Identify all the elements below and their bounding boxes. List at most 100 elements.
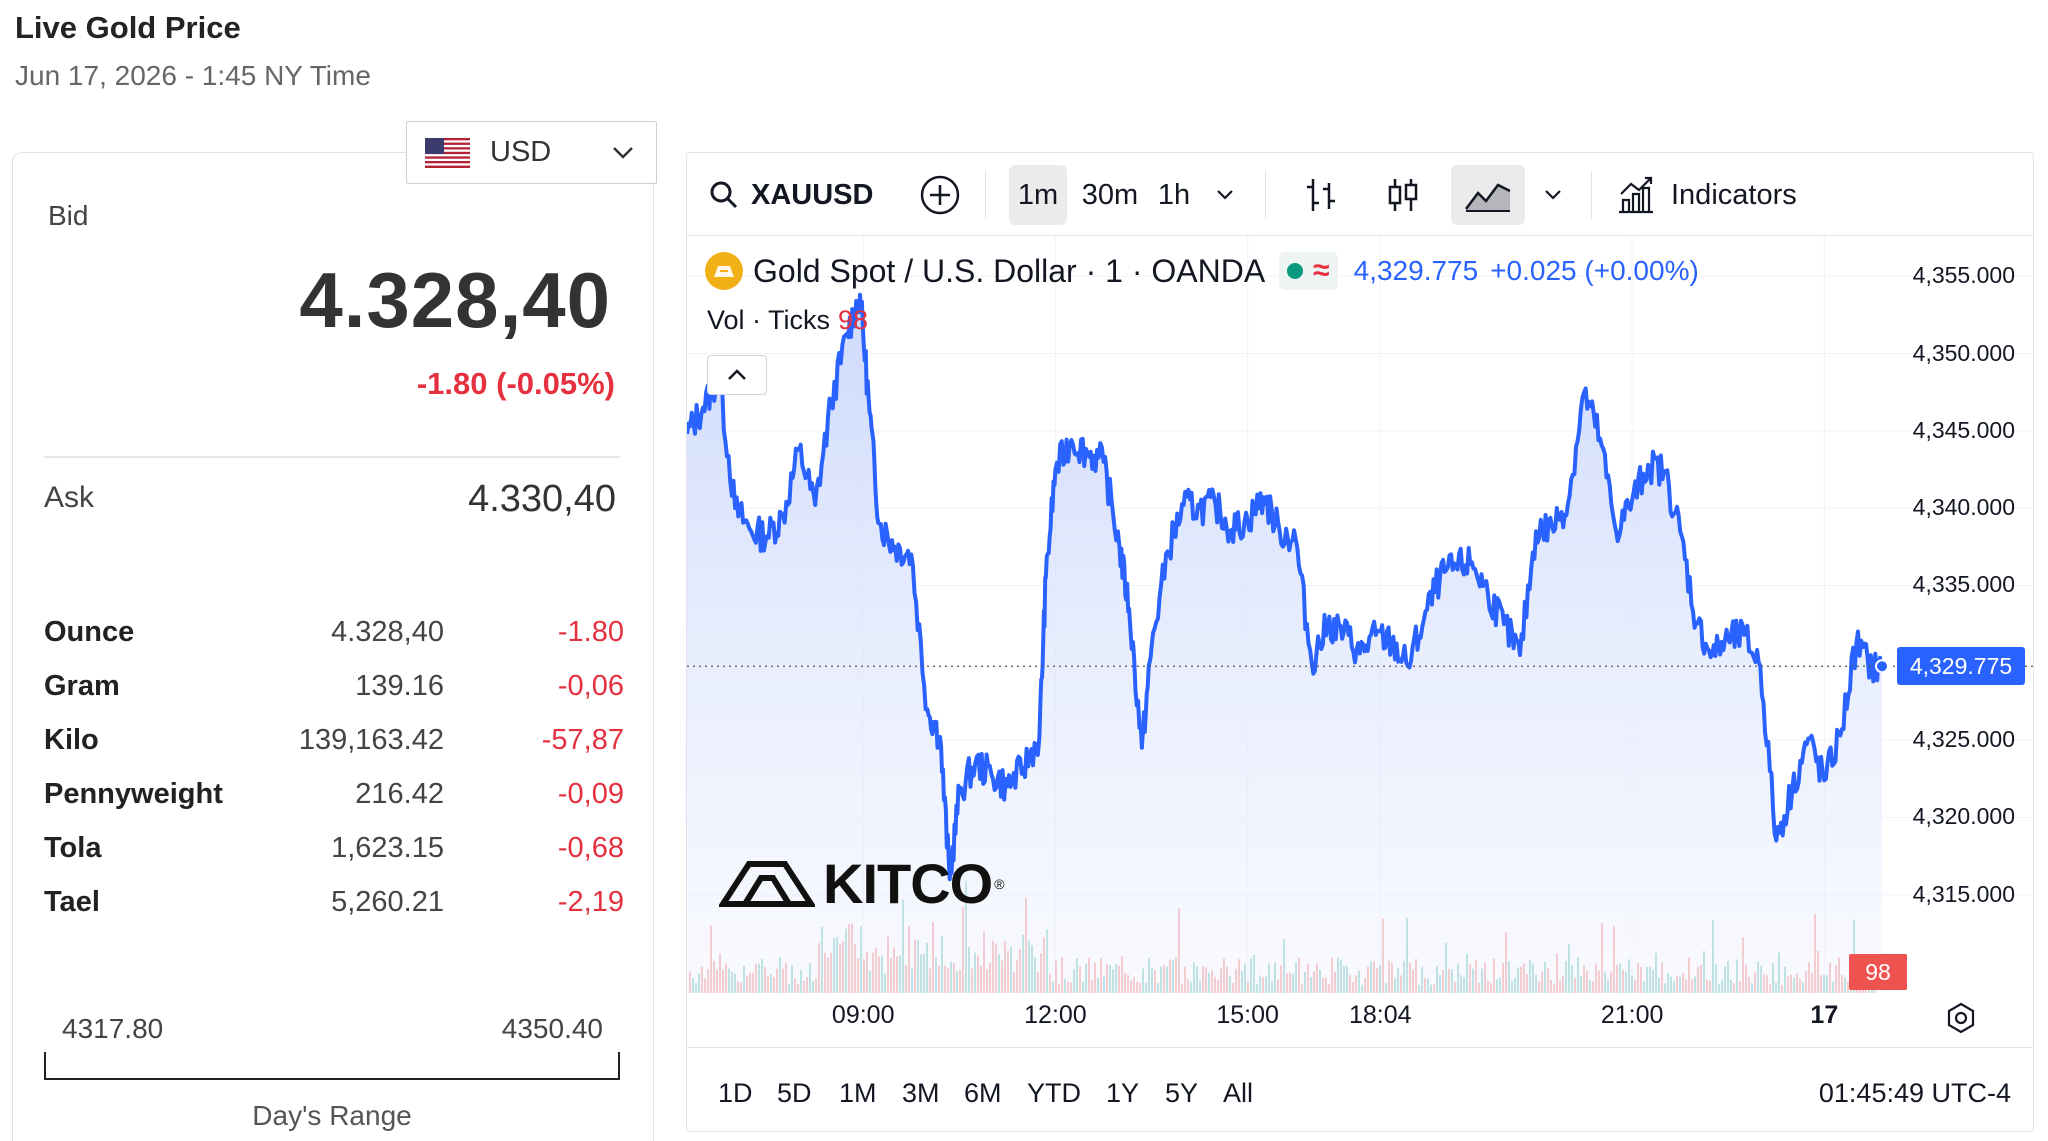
unit-name: Gram bbox=[44, 670, 120, 702]
chevron-up-icon bbox=[728, 369, 746, 380]
volume-value: 98 bbox=[838, 305, 869, 335]
unit-row-tola: Tola 1,623.15 -0,68 bbox=[44, 826, 624, 880]
volume-legend: Vol · Ticks 98 bbox=[707, 305, 868, 336]
kitco-wordmark: KITCO bbox=[823, 852, 993, 915]
indicators-label: Indicators bbox=[1671, 178, 1797, 211]
range-1y-button[interactable]: 1Y bbox=[1106, 1078, 1140, 1108]
market-status-pill: ≈ bbox=[1279, 252, 1338, 290]
time-axis-label: 21:00 bbox=[1600, 1001, 1664, 1029]
range-1m-button[interactable]: 1M bbox=[839, 1078, 877, 1108]
interval-1m[interactable]: 1m bbox=[1009, 165, 1067, 225]
price-scale-label: 4,335.000 bbox=[1912, 571, 2015, 598]
unit-change: -2,19 bbox=[557, 886, 624, 918]
price-area-fill bbox=[687, 294, 1882, 993]
unit-name: Tael bbox=[44, 886, 100, 918]
time-axis-label: 17 bbox=[1810, 1001, 1839, 1029]
data-delay-icon: ≈ bbox=[1313, 254, 1330, 287]
unit-price: 139,163.42 bbox=[298, 724, 444, 756]
chart-settings-button[interactable] bbox=[1944, 1001, 1978, 1040]
compare-symbol-button[interactable] bbox=[915, 165, 965, 225]
time-axis-label: 15:00 bbox=[1216, 1001, 1279, 1029]
plus-circle-icon bbox=[920, 175, 960, 215]
unit-price: 5,260.21 bbox=[331, 886, 444, 918]
interval-dropdown-button[interactable] bbox=[1205, 165, 1245, 225]
indicators-icon bbox=[1619, 176, 1653, 214]
unit-change: -1.80 bbox=[557, 616, 624, 648]
candle-style-button[interactable] bbox=[1375, 165, 1431, 225]
range-5y-button[interactable]: 5Y bbox=[1165, 1078, 1199, 1108]
range-1d-button[interactable]: 1D bbox=[718, 1078, 753, 1108]
date-range-bar: 1D 5D 1M 3M 6M YTD 1Y 5Y All 01:45:49 UT… bbox=[687, 1047, 2033, 1131]
area-style-button[interactable] bbox=[1451, 165, 1525, 225]
unit-price: 139.16 bbox=[355, 670, 444, 702]
price-scale-label: 4,355.000 bbox=[1912, 262, 2015, 289]
unit-change: -57,87 bbox=[541, 724, 624, 756]
us-flag-icon bbox=[425, 137, 470, 168]
currency-code: USD bbox=[490, 136, 552, 168]
market-open-dot-icon bbox=[1287, 263, 1304, 279]
unit-name: Ounce bbox=[44, 616, 135, 648]
unit-change: -0,68 bbox=[557, 832, 624, 864]
price-card bbox=[12, 152, 654, 1141]
legend-change: +0.025 (+0.00%) bbox=[1490, 255, 1699, 286]
chevron-down-icon bbox=[613, 146, 633, 159]
time-axis-label: 12:00 bbox=[1024, 1001, 1087, 1029]
day-range-bar bbox=[44, 1052, 620, 1080]
chart-clock[interactable]: 01:45:49 UTC-4 bbox=[1818, 1078, 2011, 1108]
price-scale-label: 4,320.000 bbox=[1912, 803, 2015, 830]
unit-row-gram: Gram 139.16 -0,06 bbox=[44, 664, 624, 718]
bar-style-button[interactable] bbox=[1293, 165, 1349, 225]
settings-icon bbox=[1947, 1002, 1975, 1034]
unit-change: -0,06 bbox=[557, 670, 624, 702]
unit-name: Pennyweight bbox=[44, 778, 223, 810]
day-range-low: 4317.80 bbox=[62, 1013, 164, 1044]
interval-30m[interactable]: 30m bbox=[1081, 178, 1139, 211]
bid-price: 4.328,40 bbox=[299, 256, 611, 344]
chevron-down-icon bbox=[1217, 190, 1233, 200]
bid-label: Bid bbox=[48, 200, 89, 231]
kitco-watermark: KITCO ® bbox=[719, 851, 1005, 916]
unit-change: -0,09 bbox=[557, 778, 624, 810]
unit-price-table: Ounce 4.328,40 -1.80 Gram 139.16 -0,06 K… bbox=[44, 610, 624, 934]
unit-price: 1,623.15 bbox=[331, 832, 444, 864]
legend-title: Gold Spot / U.S. Dollar · 1 · OANDA bbox=[753, 252, 1266, 289]
time-axis-label: 18:04 bbox=[1349, 1001, 1412, 1029]
collapse-legend-button[interactable] bbox=[707, 355, 767, 395]
unit-row-pennyweight: Pennyweight 216.42 -0,09 bbox=[44, 772, 624, 826]
search-icon bbox=[710, 181, 738, 209]
unit-price: 4.328,40 bbox=[331, 616, 444, 648]
divider bbox=[44, 456, 620, 458]
currency-select[interactable]: USD bbox=[406, 121, 657, 184]
day-range-high: 4350.40 bbox=[501, 1013, 603, 1044]
price-scale-label: 4,325.000 bbox=[1912, 726, 2015, 753]
bid-change: -1.80 (-0.05%) bbox=[416, 366, 615, 401]
range-6m-button[interactable]: 6M bbox=[964, 1078, 1002, 1108]
time-axis[interactable]: 09:00 12:00 15:00 18:04 21:00 17 bbox=[687, 993, 2033, 1033]
unit-name: Tola bbox=[44, 832, 102, 864]
candlestick-icon bbox=[1388, 179, 1418, 211]
unit-name: Kilo bbox=[44, 724, 99, 756]
time-axis-label: 09:00 bbox=[831, 1001, 895, 1029]
range-3m-button[interactable]: 3M bbox=[902, 1078, 940, 1108]
kitco-logo-icon bbox=[719, 860, 815, 907]
indicators-button[interactable]: Indicators bbox=[1615, 165, 1819, 225]
range-all-button[interactable]: All bbox=[1223, 1078, 1254, 1108]
day-range-label: Day's Range bbox=[252, 1100, 412, 1131]
range-5d-button[interactable]: 5D bbox=[777, 1078, 812, 1108]
ask-label: Ask bbox=[44, 481, 95, 514]
price-chart[interactable] bbox=[687, 236, 2034, 996]
price-scale-label: 4,340.000 bbox=[1912, 494, 2015, 521]
interval-1h[interactable]: 1h bbox=[1157, 178, 1191, 211]
unit-row-ounce: Ounce 4.328,40 -1.80 bbox=[44, 610, 624, 664]
chart-style-dropdown-button[interactable] bbox=[1533, 165, 1573, 225]
toolbar-separator bbox=[985, 171, 986, 219]
price-scale-label: 4,350.000 bbox=[1912, 339, 2015, 366]
range-ytd-button[interactable]: YTD bbox=[1027, 1078, 1081, 1108]
page-timestamp: Jun 17, 2026 - 1:45 NY Time bbox=[15, 60, 371, 91]
unit-price: 216.42 bbox=[355, 778, 444, 810]
symbol-search-button[interactable]: XAUUSD bbox=[703, 165, 879, 225]
unit-row-tael: Tael 5,260.21 -2,19 bbox=[44, 880, 624, 934]
price-line bbox=[687, 292, 1884, 882]
toolbar-separator bbox=[1265, 171, 1266, 219]
ohlc-bars-icon bbox=[1307, 179, 1335, 211]
